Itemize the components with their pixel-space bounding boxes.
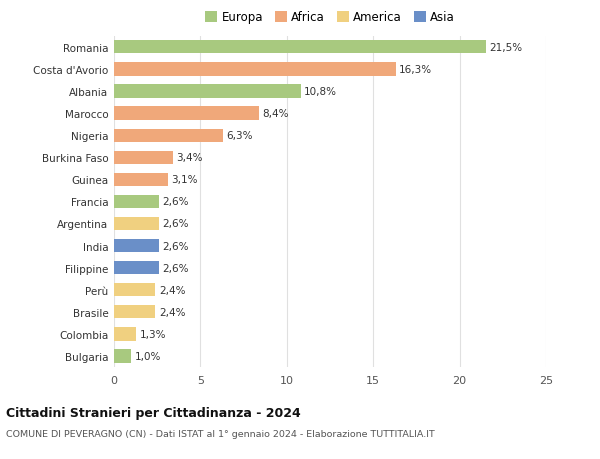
Bar [114,41,485,54]
Bar [114,262,159,274]
Bar [114,240,159,252]
Text: 16,3%: 16,3% [399,65,432,75]
Bar [114,129,223,142]
Text: 2,6%: 2,6% [163,263,189,273]
Bar [114,85,301,98]
Bar [114,196,159,208]
Legend: Europa, Africa, America, Asia: Europa, Africa, America, Asia [205,11,455,24]
Bar [114,350,131,363]
Text: 1,3%: 1,3% [140,329,166,339]
Text: 2,6%: 2,6% [163,241,189,251]
Text: 2,6%: 2,6% [163,197,189,207]
Bar [114,174,167,186]
Text: 10,8%: 10,8% [304,87,337,97]
Text: 3,1%: 3,1% [171,175,197,185]
Bar [114,151,173,164]
Bar [114,63,395,76]
Text: 2,4%: 2,4% [159,307,185,317]
Bar [114,284,155,297]
Bar [114,306,155,319]
Text: 6,3%: 6,3% [226,131,253,141]
Text: 2,4%: 2,4% [159,285,185,295]
Bar [114,107,259,120]
Bar [114,218,159,230]
Text: 1,0%: 1,0% [135,351,161,361]
Text: 3,4%: 3,4% [176,153,203,163]
Text: COMUNE DI PEVERAGNO (CN) - Dati ISTAT al 1° gennaio 2024 - Elaborazione TUTTITAL: COMUNE DI PEVERAGNO (CN) - Dati ISTAT al… [6,429,435,438]
Text: Cittadini Stranieri per Cittadinanza - 2024: Cittadini Stranieri per Cittadinanza - 2… [6,406,301,419]
Text: 8,4%: 8,4% [263,109,289,119]
Bar [114,328,136,341]
Text: 2,6%: 2,6% [163,219,189,229]
Text: 21,5%: 21,5% [489,43,522,53]
